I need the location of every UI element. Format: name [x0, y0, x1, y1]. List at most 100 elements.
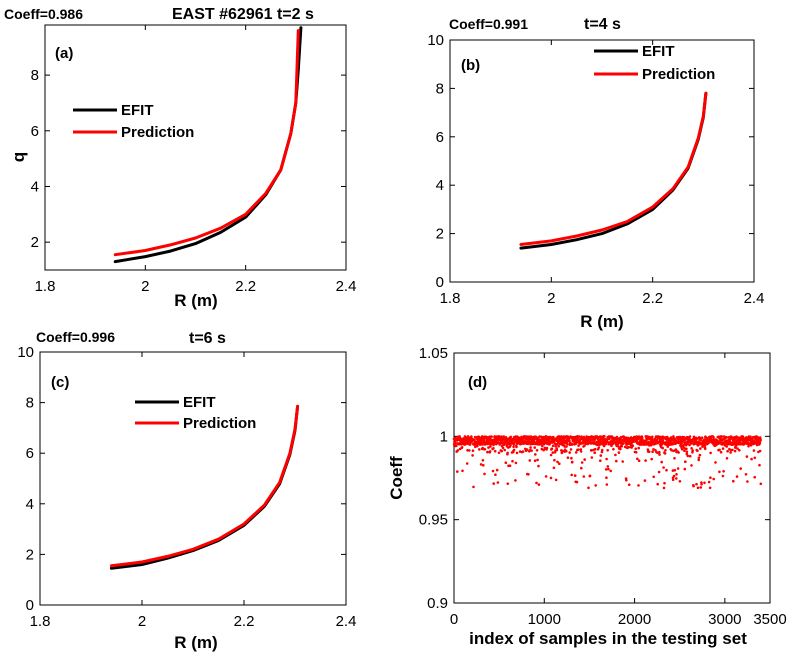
coeff-data-point [476, 444, 479, 448]
coeff-data-point [609, 469, 612, 473]
coeff-data-point [627, 445, 630, 449]
panel-a-legend: EFIT Prediction [73, 102, 194, 141]
legend-prediction-label: Prediction [121, 124, 194, 141]
coeff-data-point [759, 439, 762, 442]
coeff-data-point [489, 445, 492, 448]
coeff-data-point [718, 448, 721, 452]
x-tick-label: 2.4 [336, 613, 357, 630]
x-tick-label: 0 [450, 611, 458, 628]
coeff-data-point [541, 444, 544, 448]
y-tick-label: 6 [26, 445, 34, 462]
x-tick-label: 1.8 [30, 613, 51, 630]
coeff-data-point [556, 460, 559, 464]
series-prediction-line [113, 29, 300, 257]
coeff-data-point [685, 447, 688, 451]
panel-d: (d) Coeff index of samples in the testin… [387, 345, 787, 648]
coeff-data-point [662, 486, 666, 490]
coeff-data-point [514, 479, 517, 482]
coeff-data-point [533, 459, 537, 463]
coeff-data-point [637, 484, 640, 487]
series-prediction-line [519, 91, 708, 246]
coeff-data-point [665, 468, 668, 472]
coeff-data-point [576, 448, 580, 452]
panel-b-title: t=4 s [584, 16, 621, 33]
coeff-data-point [580, 466, 583, 470]
coeff-data-point [600, 448, 604, 452]
legend-efit-label: EFIT [642, 43, 675, 60]
coeff-data-point [553, 458, 556, 462]
coeff-data-point [511, 459, 514, 463]
coeff-data-point [506, 482, 510, 486]
x-tick-label: 2.4 [744, 290, 765, 307]
coeff-data-point [657, 470, 661, 474]
coeff-data-point [676, 467, 680, 470]
coeff-data-point [503, 448, 507, 452]
x-tick-label: 2.2 [235, 278, 256, 295]
coeff-data-point [719, 450, 723, 454]
coeff-data-point [652, 448, 655, 451]
coeff-data-point [487, 446, 490, 449]
coeff-data-point [695, 482, 698, 486]
coeff-data-point [460, 446, 464, 449]
panel-d-ylabel: Coeff [387, 456, 406, 500]
coeff-data-point [682, 435, 686, 439]
x-tick-label: 2 [138, 613, 146, 630]
coeff-data-point [603, 435, 606, 438]
coeff-data-point [738, 448, 741, 452]
coeff-data-point [521, 450, 525, 453]
coeff-data-point [721, 447, 725, 450]
coeff-data-point [605, 476, 608, 480]
coeff-data-point [552, 466, 556, 470]
coeff-data-point [712, 477, 715, 481]
coeff-data-point [486, 450, 489, 454]
coeff-data-point [732, 479, 735, 483]
legend-efit-label: EFIT [121, 102, 154, 119]
coeff-data-point [482, 464, 485, 467]
coeff-data-point [580, 435, 583, 438]
coeff-data-point [551, 444, 555, 448]
coeff-data-point [500, 449, 504, 453]
coeff-data-point [461, 469, 464, 473]
coeff-data-point [554, 478, 558, 482]
coeff-data-point [515, 451, 519, 455]
coeff-data-point [509, 444, 512, 447]
coeff-data-point [721, 474, 725, 478]
coeff-data-point [574, 451, 578, 454]
coeff-data-point [565, 445, 568, 448]
coeff-data-point [566, 442, 569, 446]
coeff-data-point [678, 480, 682, 483]
coeff-data-point [695, 437, 699, 440]
coeff-data-point [729, 451, 732, 454]
coeff-data-point [533, 446, 536, 449]
coeff-data-point [725, 445, 728, 448]
coeff-data-point [700, 483, 703, 486]
coeff-data-point [685, 450, 689, 454]
coeff-data-point [753, 475, 756, 479]
coeff-data-point [590, 449, 593, 452]
y-tick-label: 1.05 [419, 345, 448, 362]
coeff-data-point [549, 476, 553, 480]
series-prediction-line [109, 404, 300, 568]
coeff-data-point [456, 449, 460, 452]
coeff-data-point [518, 450, 522, 453]
legend-prediction-label: Prediction [183, 415, 256, 432]
coeff-data-point [726, 449, 729, 453]
coeff-data-point [579, 450, 583, 453]
coeff-data-point [470, 435, 473, 438]
coeff-data-point [551, 451, 555, 454]
coeff-data-point [758, 463, 761, 467]
coeff-data-point [671, 478, 675, 482]
x-tick-label: 3000 [708, 611, 741, 628]
x-tick-label: 2.2 [642, 290, 663, 307]
coeff-data-point [529, 446, 532, 449]
coeff-data-point [645, 440, 648, 444]
legend-efit-label: EFIT [183, 394, 216, 411]
panel-b-coeff-text: Coeff=0.991 [449, 16, 528, 32]
coeff-data-point [683, 449, 686, 453]
coeff-data-point [744, 473, 748, 476]
coeff-data-point [474, 445, 477, 449]
coeff-data-point [468, 449, 471, 452]
coeff-data-point [568, 439, 571, 442]
coeff-data-point [708, 486, 712, 490]
panel-b-xlabel: R (m) [580, 312, 623, 331]
